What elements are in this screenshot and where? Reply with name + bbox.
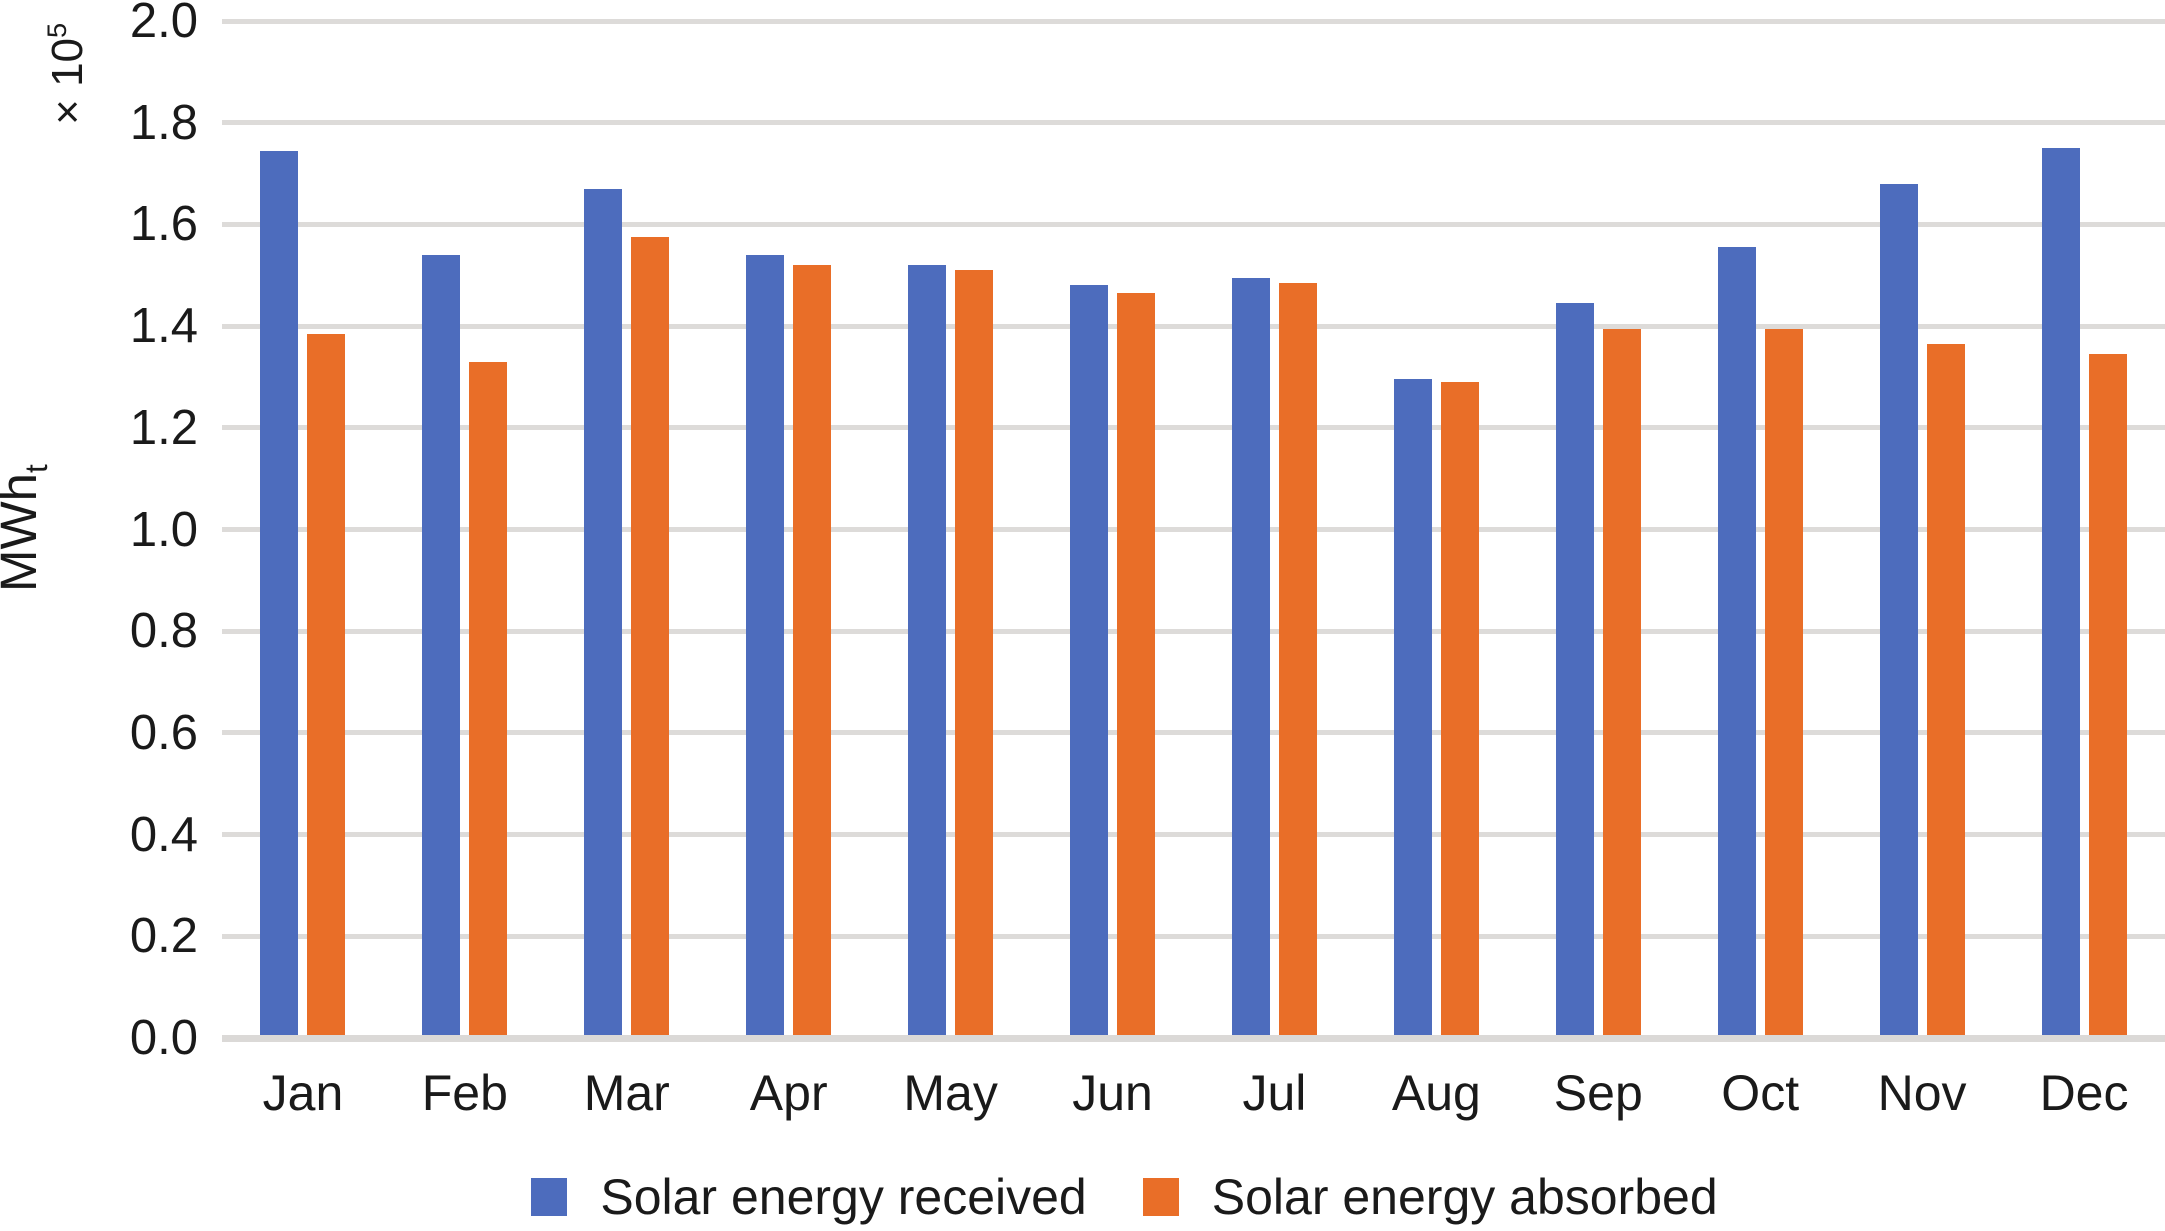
bar-absorbed-mar xyxy=(631,237,670,1038)
legend-swatch-absorbed xyxy=(1142,1178,1179,1216)
bar-received-nov xyxy=(1879,183,1918,1038)
x-axis-line xyxy=(222,1034,2165,1042)
y-tick-label: 1.2 xyxy=(129,400,198,455)
gridline xyxy=(222,18,2165,24)
x-tick-label: Nov xyxy=(1877,1065,1967,1121)
x-tick-label: Oct xyxy=(1721,1065,1800,1121)
bar-received-jan xyxy=(260,150,299,1038)
gridline xyxy=(222,527,2165,532)
x-tick-label: Jan xyxy=(262,1065,344,1121)
bar-received-sep xyxy=(1555,303,1594,1038)
bar-received-mar xyxy=(584,188,623,1038)
bar-absorbed-may xyxy=(955,270,994,1038)
bar-absorbed-feb xyxy=(469,361,508,1038)
x-tick-label: May xyxy=(903,1065,998,1121)
bar-absorbed-oct xyxy=(1764,328,1803,1038)
bar-received-jul xyxy=(1231,277,1270,1038)
legend-swatch-received xyxy=(531,1178,568,1216)
bar-absorbed-jul xyxy=(1278,282,1317,1038)
legend: Solar energy received Solar energy absorb… xyxy=(42,1166,2165,1228)
gridline xyxy=(222,730,2165,736)
y-tick-label: 0.2 xyxy=(129,909,198,964)
x-tick-label: Sep xyxy=(1553,1065,1643,1121)
gridline xyxy=(222,832,2165,838)
y-tick-label: 0.0 xyxy=(129,1011,198,1065)
bar-absorbed-sep xyxy=(1602,328,1641,1038)
gridline xyxy=(222,425,2165,431)
bar-received-oct xyxy=(1717,247,1756,1038)
legend-item-received: Solar energy received xyxy=(531,1168,1087,1226)
x-tick-label: Aug xyxy=(1391,1065,1481,1121)
gridline xyxy=(222,221,2165,227)
x-tick-label: Jul xyxy=(1242,1065,1307,1121)
x-tick-label: Apr xyxy=(749,1065,828,1121)
bar-received-jun xyxy=(1070,285,1109,1038)
gridline xyxy=(222,933,2165,939)
y-tick-label: 1.6 xyxy=(129,197,198,252)
y-tick-label: 1.0 xyxy=(129,502,198,557)
bar-absorbed-aug xyxy=(1440,382,1479,1038)
bar-received-aug xyxy=(1393,379,1432,1038)
y-tick-label: 0.8 xyxy=(129,604,198,659)
y-tick-label: 2.0 xyxy=(129,0,198,48)
gridline xyxy=(222,628,2165,634)
x-tick-label: Feb xyxy=(421,1065,508,1121)
x-tick-label: Mar xyxy=(583,1065,670,1121)
y-tick-label: 1.8 xyxy=(129,95,198,150)
legend-label-absorbed: Solar energy absorbed xyxy=(1211,1169,1718,1225)
legend-item-absorbed: Solar energy absorbed xyxy=(1142,1168,1718,1226)
legend-label-received: Solar energy received xyxy=(600,1169,1087,1225)
bar-received-apr xyxy=(746,254,785,1038)
x-tick-label: Dec xyxy=(2039,1065,2129,1121)
bar-received-feb xyxy=(422,254,461,1038)
gridline xyxy=(222,323,2165,329)
y-tick-label: 0.6 xyxy=(129,705,198,760)
x-tick-label: Jun xyxy=(1072,1065,1153,1121)
y-tick-label: 0.4 xyxy=(129,807,198,862)
bar-absorbed-jan xyxy=(307,333,346,1038)
bar-absorbed-apr xyxy=(793,265,832,1038)
bar-received-may xyxy=(908,265,947,1038)
gridline xyxy=(222,120,2165,126)
bar-absorbed-jun xyxy=(1117,293,1156,1038)
y-tick-label: 1.4 xyxy=(129,299,198,354)
bar-absorbed-dec xyxy=(2088,354,2127,1038)
bar-absorbed-nov xyxy=(1926,343,1965,1038)
bar-received-dec xyxy=(2041,148,2080,1038)
